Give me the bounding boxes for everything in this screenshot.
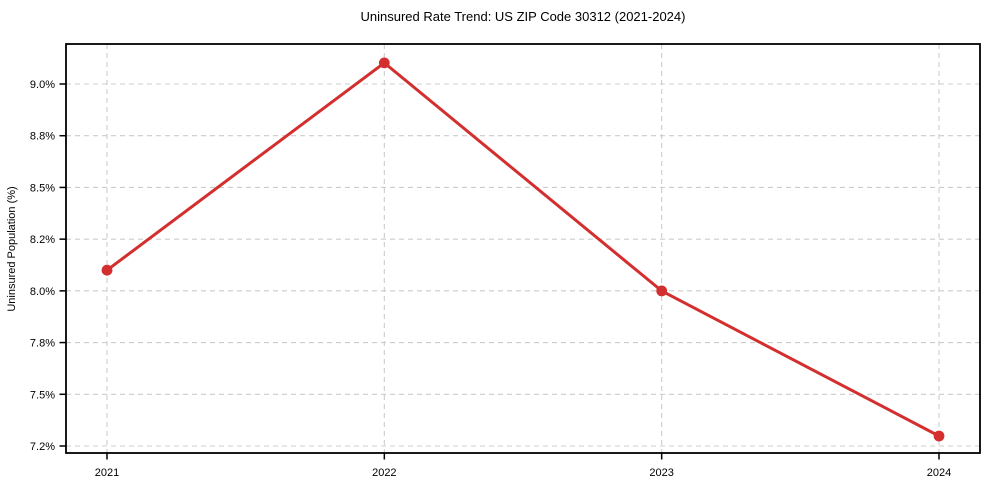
data-point-2024 [933, 430, 945, 442]
y-tick-label: 8.5% [30, 182, 55, 194]
x-tick-label: 2023 [649, 467, 673, 479]
trend-line [105, 61, 941, 438]
y-tick-label: 8.0% [30, 286, 55, 298]
x-tick-label: 2024 [927, 467, 951, 479]
chart-title: Uninsured Rate Trend: US ZIP Code 30312 … [361, 9, 686, 24]
data-point-2022 [378, 57, 390, 69]
plot-border [65, 43, 981, 454]
y-tick-label: 7.5% [30, 389, 55, 401]
y-axis-label: Uninsured Population (%) [6, 186, 18, 311]
y-tick-label: 7.2% [30, 441, 55, 453]
y-tick-label: 7.8% [30, 338, 55, 350]
axis-ticks [59, 83, 940, 460]
tick-labels: 7.2% 7.5% 7.8% 8.0% 8.2% 8.5% 8.8% 9.0% 2021 2022… [30, 79, 951, 479]
data-series [101, 57, 945, 442]
data-point-2023 [656, 285, 668, 297]
y-tick-label: 8.2% [30, 234, 55, 246]
data-point-2021 [101, 264, 113, 276]
y-tick-label: 8.8% [30, 131, 55, 143]
x-tick-label: 2022 [372, 467, 396, 479]
gridlines [66, 44, 980, 453]
x-tick-label: 2021 [95, 467, 119, 479]
y-tick-label: 9.0% [30, 79, 55, 91]
